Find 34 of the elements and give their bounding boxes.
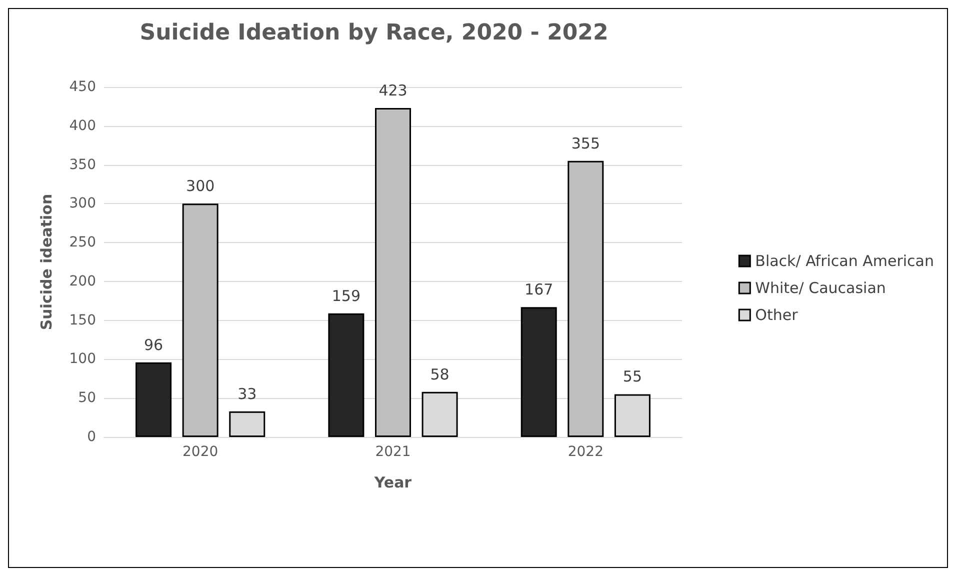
- y-tick-label: 50: [78, 390, 96, 406]
- chart-title: Suicide Ideation by Race, 2020 - 2022: [140, 20, 608, 46]
- y-tick-label: 200: [69, 273, 96, 290]
- y-tick-label: 0: [87, 429, 96, 445]
- x-axis-title: Year: [373, 474, 412, 492]
- bar: [375, 108, 411, 437]
- y-tick-label: 150: [69, 312, 96, 328]
- x-tick-label: 2020: [182, 444, 218, 460]
- y-tick-label: 350: [69, 156, 96, 173]
- data-label: 33: [238, 384, 257, 403]
- y-axis-title: Suicide ideation: [38, 194, 56, 330]
- bar: [136, 362, 172, 437]
- legend-label: Other: [755, 306, 799, 324]
- y-tick-label: 100: [69, 351, 96, 368]
- x-tick-label: 2021: [375, 444, 411, 460]
- y-tick-label: 400: [69, 118, 96, 134]
- y-tick-label: 250: [69, 234, 96, 251]
- data-label: 167: [524, 280, 554, 299]
- bar: [182, 204, 218, 437]
- legend-label: Black/ African American: [755, 252, 934, 270]
- data-label: 58: [430, 365, 450, 384]
- data-label: 300: [186, 177, 215, 196]
- bar: [568, 160, 604, 437]
- data-label: 423: [378, 82, 408, 100]
- data-label: 355: [571, 134, 600, 152]
- y-tick-label: 450: [69, 79, 96, 95]
- y-tick-label: 300: [69, 196, 96, 212]
- bar: [520, 307, 557, 437]
- data-label: 55: [622, 368, 642, 386]
- legend-label: White/ Caucasian: [755, 279, 886, 297]
- data-label: 159: [332, 286, 361, 305]
- data-label: 96: [144, 336, 164, 354]
- x-tick-label: 2022: [568, 444, 604, 460]
- bar: [328, 313, 364, 437]
